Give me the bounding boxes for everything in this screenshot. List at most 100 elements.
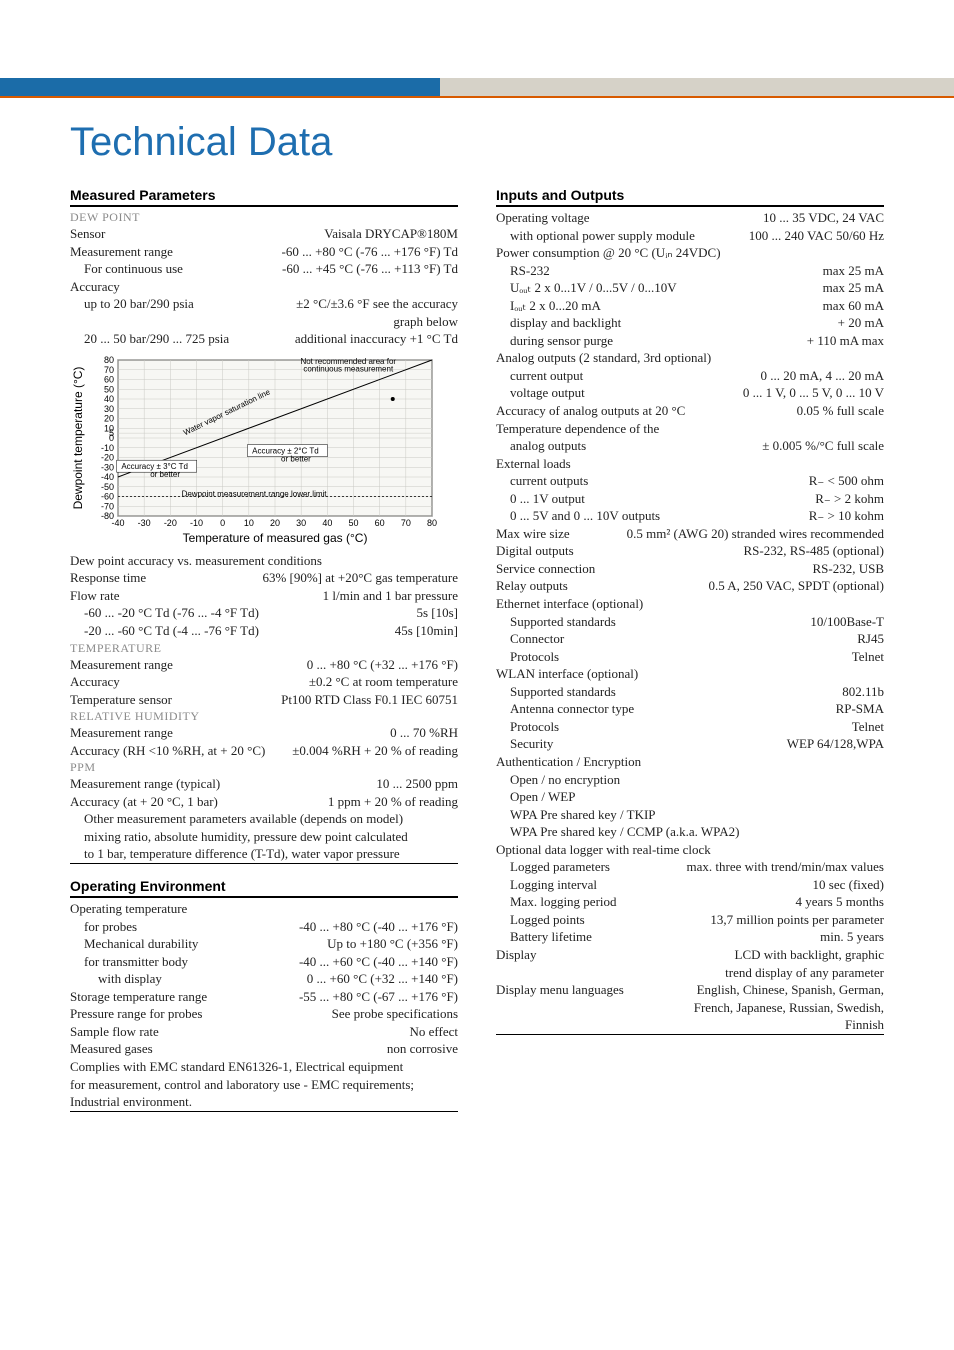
value: French, Japanese, Russian, Swedish, bbox=[694, 999, 884, 1017]
label: Measurement range bbox=[70, 243, 173, 261]
table-row: with optional power supply module100 ...… bbox=[496, 227, 884, 245]
table-row: Supported standards802.11b bbox=[496, 683, 884, 701]
left-column: Measured Parameters DEW POINT SensorVais… bbox=[70, 187, 458, 1112]
label: Pressure range for probes bbox=[70, 1005, 202, 1023]
label: Measured gases bbox=[70, 1040, 153, 1058]
svg-text:-10: -10 bbox=[101, 443, 114, 453]
table-row: Temperature dependence of the bbox=[496, 420, 884, 438]
svg-text:-30: -30 bbox=[101, 462, 114, 472]
table-row: Iₒᵤₜ 2 x 0...20 mAmax 60 mA bbox=[496, 297, 884, 315]
label: Open / WEP bbox=[496, 788, 575, 806]
label: Security bbox=[496, 735, 553, 753]
subhead-temperature: TEMPERATURE bbox=[70, 640, 458, 656]
value: 0 ... +60 °C (+32 ... +140 °F) bbox=[307, 970, 458, 988]
value: + 20 mA bbox=[838, 314, 884, 332]
note-line: to 1 bar, temperature difference (T-Td),… bbox=[70, 845, 458, 864]
label: WPA Pre shared key / TKIP bbox=[496, 806, 656, 824]
table-row: Sample flow rateNo effect bbox=[70, 1023, 458, 1041]
table-row: Logged parametersmax. three with trend/m… bbox=[496, 858, 884, 876]
subhead-ppm: PPM bbox=[70, 759, 458, 775]
label: with display bbox=[70, 970, 162, 988]
label: Optional data logger with real-time cloc… bbox=[496, 841, 711, 859]
page-content: Technical Data Measured Parameters DEW P… bbox=[0, 98, 954, 1112]
value: ±0.2 °C at room temperature bbox=[309, 673, 458, 691]
table-row: current outputsR₋ < 500 ohm bbox=[496, 472, 884, 490]
table-row: Pressure range for probesSee probe speci… bbox=[70, 1005, 458, 1023]
svg-text:-20: -20 bbox=[164, 518, 177, 528]
table-row: Accuracy (RH <10 %RH, at + 20 °C)±0.004 … bbox=[70, 742, 458, 760]
label: up to 20 bar/290 psia bbox=[70, 295, 194, 313]
table-row: Open / WEP bbox=[496, 788, 884, 806]
label: Relay outputs bbox=[496, 577, 568, 595]
label: Analog outputs (2 standard, 3rd optional… bbox=[496, 349, 711, 367]
table-row: Response time63% [90%] at +20°C gas temp… bbox=[70, 569, 458, 587]
label: Iₒᵤₜ 2 x 0...20 mA bbox=[496, 297, 601, 315]
table-row: Operating temperature bbox=[70, 900, 458, 918]
value: WEP 64/128,WPA bbox=[787, 735, 884, 753]
label: Logging interval bbox=[496, 876, 597, 894]
value: 0 ... +80 °C (+32 ... +176 °F) bbox=[307, 656, 458, 674]
svg-text:-10: -10 bbox=[190, 518, 203, 528]
label: Supported standards bbox=[496, 613, 616, 631]
table-row: display and backlight + 20 mA bbox=[496, 314, 884, 332]
table-row: French, Japanese, Russian, Swedish, bbox=[496, 999, 884, 1017]
table-row: Storage temperature range-55 ... +80 °C … bbox=[70, 988, 458, 1006]
value: Telnet bbox=[852, 718, 884, 736]
label: voltage output bbox=[496, 384, 585, 402]
label: WLAN interface (optional) bbox=[496, 665, 638, 683]
table-row: current output0 ... 20 mA, 4 ... 20 mA bbox=[496, 367, 884, 385]
label: Battery lifetime bbox=[496, 928, 592, 946]
value: 0.5 mm² (AWG 20) stranded wires recommen… bbox=[627, 525, 884, 543]
value: graph below bbox=[393, 313, 458, 331]
svg-text:-30: -30 bbox=[138, 518, 151, 528]
svg-text:50: 50 bbox=[348, 518, 358, 528]
table-row: External loads bbox=[496, 455, 884, 473]
subhead-dewpoint: DEW POINT bbox=[70, 209, 458, 225]
svg-text:30: 30 bbox=[296, 518, 306, 528]
note-line: Complies with EMC standard EN61326-1, El… bbox=[70, 1058, 458, 1076]
label: External loads bbox=[496, 455, 571, 473]
table-row: Accuracy±0.2 °C at room temperature bbox=[70, 673, 458, 691]
label: Max wire size bbox=[496, 525, 570, 543]
svg-text:10: 10 bbox=[104, 423, 114, 433]
label: display and backlight bbox=[496, 314, 621, 332]
label: Logged parameters bbox=[496, 858, 610, 876]
label: WPA Pre shared key / CCMP (a.k.a. WPA2) bbox=[496, 823, 739, 841]
value: min. 5 years bbox=[820, 928, 884, 946]
heading-operating: Operating Environment bbox=[70, 878, 458, 898]
value: 10 sec (fixed) bbox=[813, 876, 884, 894]
label: Response time bbox=[70, 569, 146, 587]
value: 802.11b bbox=[842, 683, 884, 701]
table-row: Accuracy of analog outputs at 20 °C0.05 … bbox=[496, 402, 884, 420]
label: Max. logging period bbox=[496, 893, 617, 911]
label: Antenna connector type bbox=[496, 700, 634, 718]
value: 10/100Base-T bbox=[810, 613, 884, 631]
value: -55 ... +80 °C (-67 ... +176 °F) bbox=[299, 988, 458, 1006]
label: Accuracy of analog outputs at 20 °C bbox=[496, 402, 685, 420]
table-row: Battery lifetime min. 5 years bbox=[496, 928, 884, 946]
value: -40 ... +80 °C (-40 ... +176 °F) bbox=[299, 918, 458, 936]
label: for probes bbox=[70, 918, 137, 936]
table-row: 0 ... 1V outputR₋ > 2 kohm bbox=[496, 490, 884, 508]
table-row: Measurement range0 ... +80 °C (+32 ... +… bbox=[70, 656, 458, 674]
columns: Measured Parameters DEW POINT SensorVais… bbox=[70, 187, 884, 1112]
value: + 110 mA max bbox=[807, 332, 884, 350]
svg-text:70: 70 bbox=[104, 365, 114, 375]
label: Accuracy bbox=[70, 278, 120, 296]
svg-text:80: 80 bbox=[427, 518, 437, 528]
table-row: Digital outputsRS-232, RS-485 (optional) bbox=[496, 542, 884, 560]
table-row: Flow rate1 l/min and 1 bar pressure bbox=[70, 587, 458, 605]
label: Flow rate bbox=[70, 587, 119, 605]
table-row: Ethernet interface (optional) bbox=[496, 595, 884, 613]
svg-text:-20: -20 bbox=[101, 452, 114, 462]
heading-io: Inputs and Outputs bbox=[496, 187, 884, 207]
svg-text:10: 10 bbox=[244, 518, 254, 528]
table-row: with display 0 ... +60 °C (+32 ... +140 °… bbox=[70, 970, 458, 988]
value: LCD with backlight, graphic bbox=[735, 946, 884, 964]
table-row: Accuracy (at + 20 °C, 1 bar)1 ppm + 20 %… bbox=[70, 793, 458, 811]
table-row: Measurement range-60 ... +80 °C (-76 ...… bbox=[70, 243, 458, 261]
table-row: For continuous use-60 ... +45 °C (-76 ..… bbox=[70, 260, 458, 278]
value: max 25 mA bbox=[823, 262, 884, 280]
value: R₋ > 10 kohm bbox=[809, 507, 884, 525]
value: Telnet bbox=[852, 648, 884, 666]
